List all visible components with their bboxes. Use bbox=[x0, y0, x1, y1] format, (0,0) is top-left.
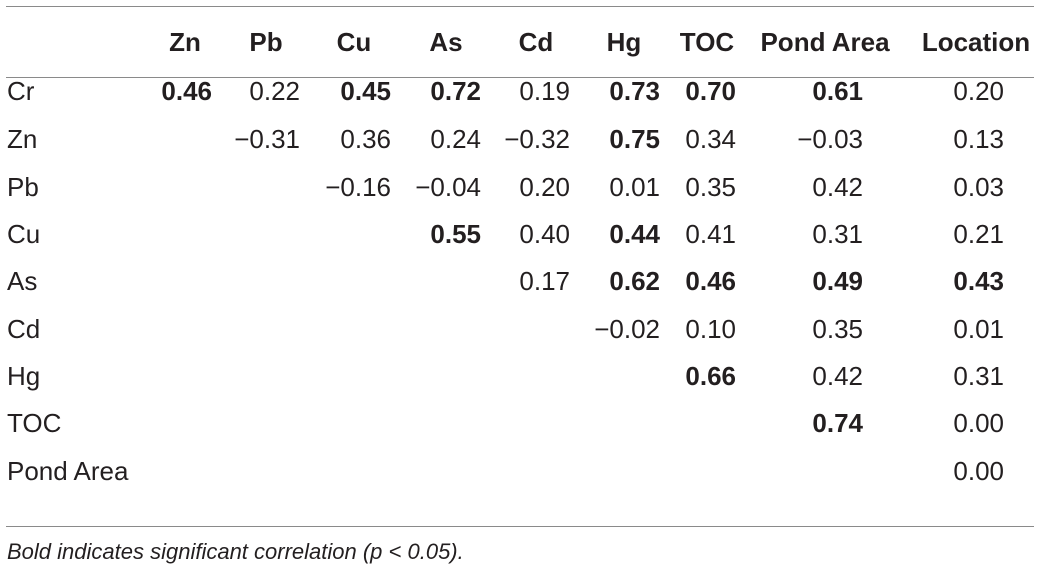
column-header-hg: Hg bbox=[606, 27, 642, 57]
table-cell: 0.61 bbox=[812, 76, 863, 106]
table-cell: 0.31 bbox=[812, 219, 863, 249]
column-header-pond-area: Pond Area bbox=[760, 27, 890, 57]
table-cell: 0.44 bbox=[609, 219, 660, 249]
table-cell: 0.00 bbox=[953, 408, 1004, 438]
table-cell: 0.03 bbox=[953, 172, 1004, 202]
row-label: Zn bbox=[7, 124, 38, 154]
table-row: Pond Area 0.00 bbox=[0, 451, 1042, 491]
table-row: Hg 0.66 0.42 0.31 bbox=[0, 356, 1042, 396]
row-label: Pb bbox=[7, 172, 39, 202]
column-header-location: Location bbox=[921, 27, 1031, 57]
row-label: Hg bbox=[7, 361, 41, 391]
table-cell: −0.03 bbox=[797, 124, 863, 154]
table-cell: 0.45 bbox=[340, 76, 391, 106]
row-label: TOC bbox=[7, 408, 62, 438]
row-label: Cr bbox=[7, 76, 35, 106]
table-cell: 0.40 bbox=[519, 219, 570, 249]
table-cell: 0.75 bbox=[609, 124, 660, 154]
column-header-pb: Pb bbox=[249, 27, 283, 57]
table-cell: 0.74 bbox=[812, 408, 863, 438]
column-header-zn: Zn bbox=[169, 27, 201, 57]
table-cell: −0.16 bbox=[325, 172, 391, 202]
table-row: Cu 0.55 0.40 0.44 0.41 0.31 0.21 bbox=[0, 214, 1042, 254]
table-cell: 0.20 bbox=[519, 172, 570, 202]
table-row: Pb −0.16 −0.04 0.20 0.01 0.35 0.42 0.03 bbox=[0, 167, 1042, 207]
table-row: Zn −0.31 0.36 0.24 −0.32 0.75 0.34 −0.03 0.13 bbox=[0, 119, 1042, 159]
table-cell: 0.31 bbox=[953, 361, 1004, 391]
table-cell: 0.36 bbox=[340, 124, 391, 154]
table-cell: 0.01 bbox=[609, 172, 660, 202]
table-cell: 0.22 bbox=[249, 76, 300, 106]
row-label: Cd bbox=[7, 314, 41, 344]
table-cell: 0.13 bbox=[953, 124, 1004, 154]
table-cell: 0.42 bbox=[812, 361, 863, 391]
row-label: As bbox=[7, 266, 38, 296]
table-cell: −0.31 bbox=[234, 124, 300, 154]
table-cell: 0.66 bbox=[685, 361, 736, 391]
table-cell: 0.19 bbox=[519, 76, 570, 106]
table-cell: 0.01 bbox=[953, 314, 1004, 344]
table-cell: 0.55 bbox=[430, 219, 481, 249]
table-header-rule bbox=[6, 77, 1034, 78]
table-cell: −0.32 bbox=[504, 124, 570, 154]
table-row: TOC 0.74 0.00 bbox=[0, 403, 1042, 443]
table-bottom-rule bbox=[6, 526, 1034, 527]
table-cell: 0.21 bbox=[953, 219, 1004, 249]
table-cell: 0.46 bbox=[685, 266, 736, 296]
table-footnote: Bold indicates significant correlation (… bbox=[7, 539, 464, 564]
row-label: Cu bbox=[7, 219, 41, 249]
table-cell: 0.41 bbox=[685, 219, 736, 249]
table-cell: 0.70 bbox=[685, 76, 736, 106]
table-cell: 0.34 bbox=[685, 124, 736, 154]
table-cell: 0.62 bbox=[609, 266, 660, 296]
column-header-cd: Cd bbox=[518, 27, 554, 57]
table-cell: 0.72 bbox=[430, 76, 481, 106]
table-cell: 0.73 bbox=[609, 76, 660, 106]
table-cell: 0.35 bbox=[812, 314, 863, 344]
table-top-rule bbox=[6, 6, 1034, 7]
table-cell: −0.04 bbox=[415, 172, 481, 202]
table-cell: 0.20 bbox=[953, 76, 1004, 106]
table-row: As 0.17 0.62 0.46 0.49 0.43 bbox=[0, 261, 1042, 301]
table-cell: −0.02 bbox=[594, 314, 660, 344]
column-header-cu: Cu bbox=[336, 27, 372, 57]
table-row: Cr 0.46 0.22 0.45 0.72 0.19 0.73 0.70 0.61 0.20 bbox=[0, 71, 1042, 111]
table-cell: 0.35 bbox=[685, 172, 736, 202]
table-row: Cd −0.02 0.10 0.35 0.01 bbox=[0, 309, 1042, 349]
table-cell: 0.49 bbox=[812, 266, 863, 296]
table-cell: 0.17 bbox=[519, 266, 570, 296]
column-header-toc: TOC bbox=[679, 27, 735, 57]
column-header-as: As bbox=[429, 27, 463, 57]
table-cell: 0.24 bbox=[430, 124, 481, 154]
table-cell: 0.43 bbox=[953, 266, 1004, 296]
table-cell: 0.10 bbox=[685, 314, 736, 344]
table-cell: 0.42 bbox=[812, 172, 863, 202]
table-cell: 0.46 bbox=[161, 76, 212, 106]
table-cell: 0.00 bbox=[953, 456, 1004, 486]
row-label: Pond Area bbox=[7, 456, 129, 486]
